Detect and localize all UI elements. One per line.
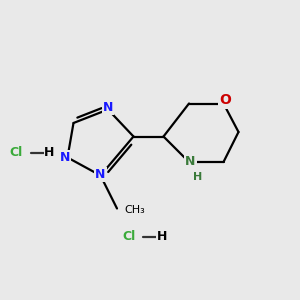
Text: N: N — [103, 100, 113, 114]
Text: CH₃: CH₃ — [124, 205, 145, 215]
Text: N: N — [95, 167, 106, 181]
Text: O: O — [219, 94, 231, 107]
Text: Cl: Cl — [122, 230, 136, 244]
Text: H: H — [44, 146, 55, 160]
Text: Cl: Cl — [10, 146, 23, 160]
Text: H: H — [193, 172, 202, 182]
Text: N: N — [60, 151, 70, 164]
Text: N: N — [185, 155, 196, 168]
Text: H: H — [157, 230, 167, 244]
